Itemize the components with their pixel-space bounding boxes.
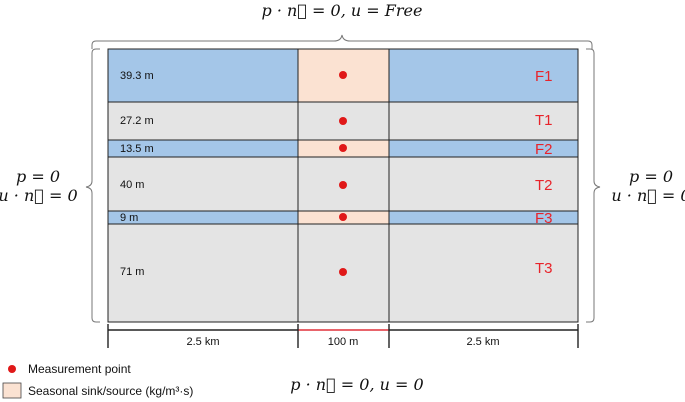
red-dot-icon bbox=[8, 365, 16, 373]
legend-sink-label: Seasonal sink/source (kg/m³·s) bbox=[28, 384, 193, 398]
left-boundary-displacement: u · n⃗ = 0 bbox=[0, 186, 78, 205]
zone-label-f3: F3 bbox=[535, 210, 553, 227]
top-boundary-condition: p · n⃗ = 0, u = Free bbox=[262, 1, 423, 20]
width-left-label: 2.5 km bbox=[186, 336, 219, 348]
layer-t3-thickness: 71 m bbox=[120, 266, 144, 278]
layer-f2-thickness: 13.5 m bbox=[120, 143, 154, 155]
measurement-point-t1 bbox=[339, 117, 347, 125]
top-brace bbox=[91, 34, 593, 49]
layer-f1-thickness: 39.3 m bbox=[120, 70, 154, 82]
left-boundary-pressure: p = 0 bbox=[16, 167, 60, 186]
layer-t1-thickness: 27.2 m bbox=[120, 115, 154, 127]
measurement-point-f1 bbox=[339, 71, 347, 79]
bottom-boundary-condition: p · n⃗ = 0, u = 0 bbox=[290, 375, 423, 394]
measurement-point-t2 bbox=[339, 181, 347, 189]
right-boundary-pressure: p = 0 bbox=[629, 167, 673, 186]
width-center-label: 100 m bbox=[328, 336, 359, 348]
measurement-point-t3 bbox=[339, 268, 347, 276]
layer-stack bbox=[107, 48, 579, 323]
zone-label-t2: T2 bbox=[535, 177, 553, 194]
width-right-label: 2.5 km bbox=[466, 336, 499, 348]
right-boundary-displacement: u · n⃗ = 0 bbox=[611, 186, 685, 205]
legend-measurement-label: Measurement point bbox=[28, 362, 131, 376]
left-brace bbox=[85, 48, 100, 323]
right-brace bbox=[586, 48, 601, 323]
measurement-point-f2 bbox=[339, 144, 347, 152]
zone-label-t3: T3 bbox=[535, 260, 553, 277]
measurement-point-f3 bbox=[339, 213, 347, 221]
layer-t2-thickness: 40 m bbox=[120, 179, 144, 191]
layer-f3-thickness: 9 m bbox=[120, 212, 138, 224]
zone-label-f1: F1 bbox=[535, 68, 553, 85]
zone-label-f2: F2 bbox=[535, 141, 553, 158]
peach-square-icon bbox=[2, 382, 22, 399]
zone-label-t1: T1 bbox=[535, 112, 553, 129]
